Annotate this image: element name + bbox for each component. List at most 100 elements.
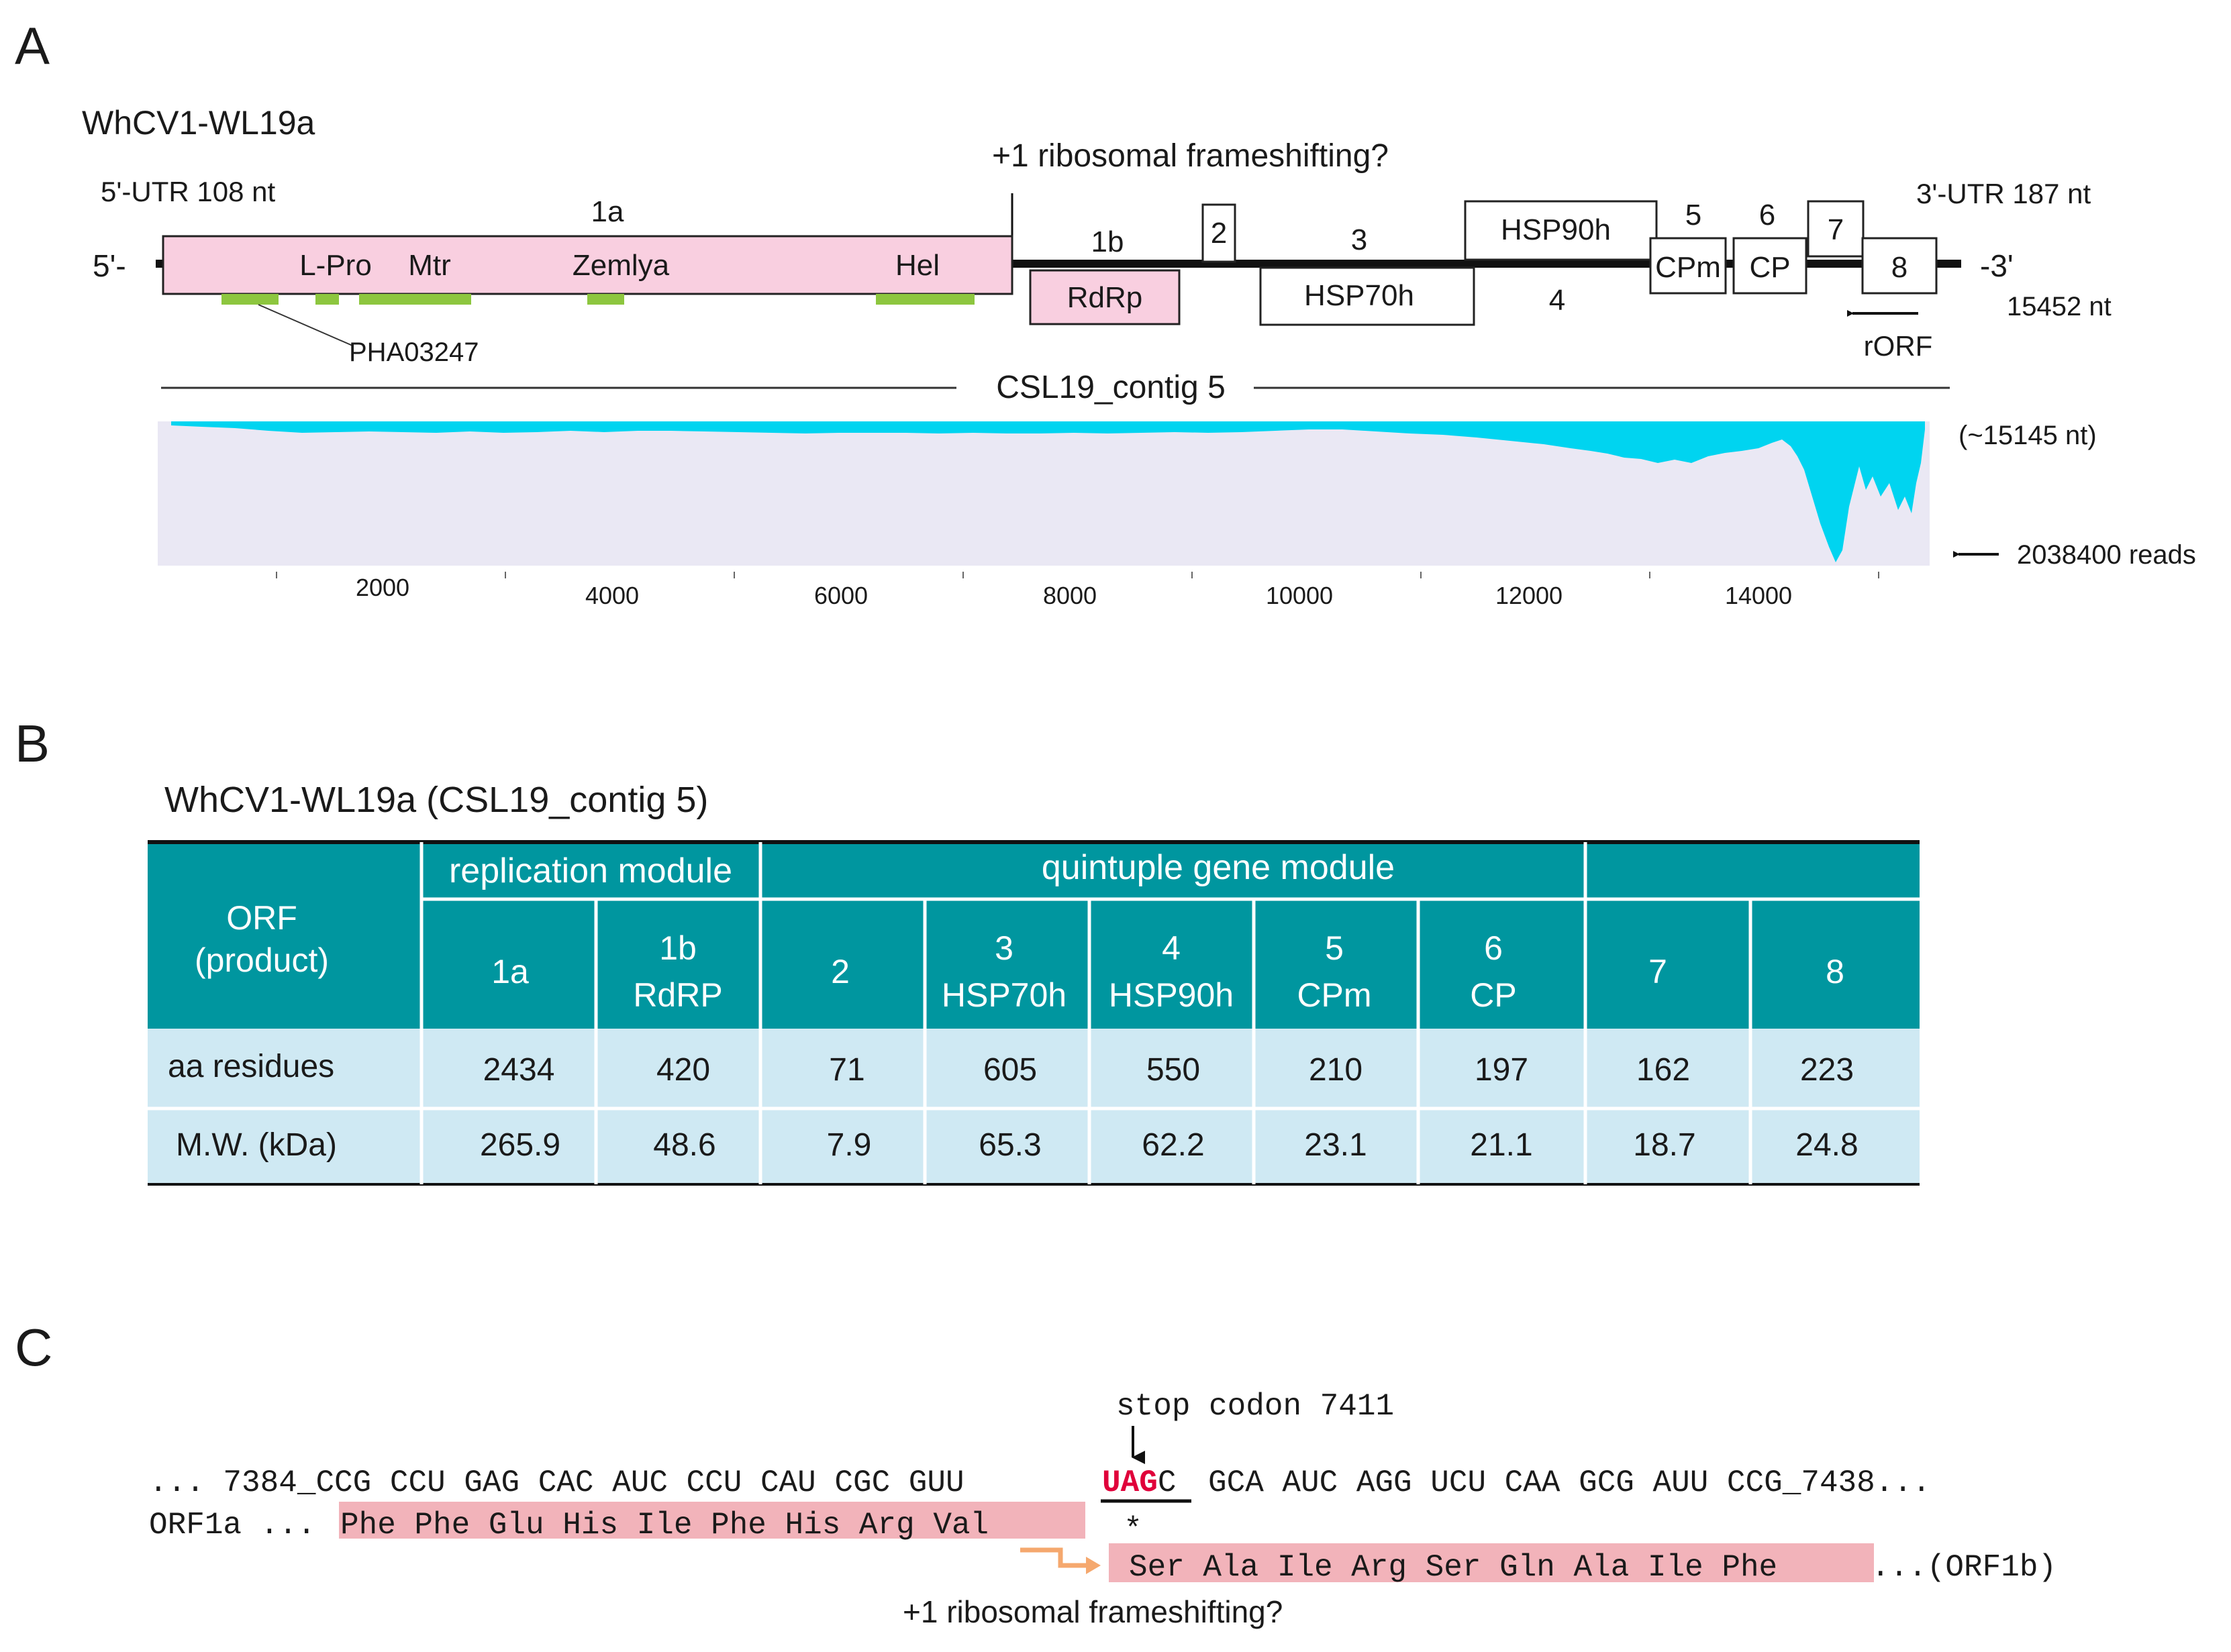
stop-codon-label: stop codon 7411 xyxy=(1116,1389,1394,1424)
contig-label: CSL19_contig 5 xyxy=(996,370,1226,405)
table-cell: 24.8 xyxy=(1795,1127,1858,1163)
orf8-label: 8 xyxy=(1891,251,1907,284)
axis-tick-label: 10000 xyxy=(1266,582,1333,609)
col-num: 1b xyxy=(659,929,697,967)
rdrp-label: RdRp xyxy=(1067,281,1143,314)
orf5-box xyxy=(1649,237,1727,295)
utr5-label: 5'-UTR 108 nt xyxy=(101,176,275,207)
orf1a-line: ORF1a ... Phe Phe Glu His Ile Phe His Arg… xyxy=(149,1508,989,1543)
virus-name: WhCV1-WL19a xyxy=(82,104,315,142)
stop-star: * xyxy=(1124,1512,1142,1547)
col-num: 3 xyxy=(995,929,1013,967)
pha-leader-line xyxy=(258,304,353,346)
col-num: 5 xyxy=(1325,929,1344,967)
orf7-box xyxy=(1807,200,1865,258)
orf1a-label: ORF1a ... xyxy=(149,1508,315,1543)
orf1b-label: 1b xyxy=(1091,225,1124,258)
panel-b-label: B xyxy=(15,714,50,773)
table-row-mw: M.W. (kDa) 265.9 48.6 7.9 65.3 62.2 23.1… xyxy=(176,1127,1858,1163)
table-header: ORF (product) replication module quintup… xyxy=(195,848,1844,1014)
table-cell: 71 xyxy=(829,1052,864,1088)
row-label: M.W. (kDa) xyxy=(176,1127,337,1163)
panel-a: A WhCV1-WL19a +1 ribosomal frameshifting… xyxy=(15,16,2196,609)
row-label: aa residues xyxy=(168,1049,334,1084)
axis-tick-label: 12000 xyxy=(1495,582,1563,609)
table-row-aa: aa residues 2434 420 71 605 550 210 197 … xyxy=(168,1049,1854,1088)
table-cell: 18.7 xyxy=(1633,1127,1695,1163)
axis-tick-label: 8000 xyxy=(1043,582,1097,609)
table-cell: 223 xyxy=(1800,1052,1854,1088)
domain-bars xyxy=(221,294,975,305)
axis-tick-label: 4000 xyxy=(585,582,639,609)
table-cell: 7.9 xyxy=(827,1127,872,1163)
orf2-label: 2 xyxy=(1211,217,1227,250)
table-grid xyxy=(148,842,1920,1184)
table-title: WhCV1-WL19a (CSL19_contig 5) xyxy=(164,780,708,820)
table-cell: 265.9 xyxy=(480,1127,560,1163)
orf1b-aa: Ser Ala Ile Arg Ser Gln Ala Ile Phe xyxy=(1129,1550,1777,1585)
orf1b-tail: ...(ORF1b) xyxy=(1871,1550,2056,1585)
col-prod: HSP90h xyxy=(1109,976,1234,1014)
table-body-bg xyxy=(148,1029,1920,1184)
pha-label: PHA03247 xyxy=(349,338,479,367)
header-product: (product) xyxy=(195,941,329,979)
frameshift-label-a: +1 ribosomal frameshifting? xyxy=(992,138,1389,174)
orf6-box xyxy=(1732,237,1807,295)
sequence-line: ... 7384_CCG CCU GAG CAC AUC CCU CAU CGC… xyxy=(149,1465,1931,1500)
orf1a-label: 1a xyxy=(591,195,624,228)
table-cell: 197 xyxy=(1475,1052,1528,1088)
table-cell: 420 xyxy=(656,1052,710,1088)
frameshift-label-c: +1 ribosomal frameshifting? xyxy=(903,1594,1283,1629)
rorf-label: rORF xyxy=(1864,330,1933,362)
coverage-axis: 2000 4000 6000 8000 10000 12000 14000 xyxy=(276,572,1879,609)
orf3-box xyxy=(1259,266,1475,326)
col-num: 8 xyxy=(1826,953,1844,990)
orf4-number: 4 xyxy=(1549,284,1565,317)
orf5-number: 5 xyxy=(1685,199,1701,231)
coverage-area xyxy=(171,421,1925,562)
col-num: 4 xyxy=(1162,929,1181,967)
orf2-box xyxy=(1201,203,1236,263)
col-num: 1a xyxy=(491,953,529,990)
frameshift-arrowhead xyxy=(1086,1557,1101,1574)
orf1a-aa: Phe Phe Glu His Ile Phe His Arg Val xyxy=(340,1508,989,1543)
orf3-number: 3 xyxy=(1351,223,1367,256)
table-cell: 162 xyxy=(1636,1052,1690,1088)
orf6-number: 6 xyxy=(1759,199,1775,231)
table-cell: 605 xyxy=(983,1052,1037,1088)
panel-c: C stop codon 7411 ... 7384_CCG CCU GAG C… xyxy=(15,1318,2056,1629)
table-cell: 210 xyxy=(1309,1052,1362,1088)
domain-bar-1 xyxy=(221,294,279,305)
seq-suffix: GCA AUC AGG UCU CAA GCG AUU CCG_7438... xyxy=(1208,1465,1931,1500)
axis-tick-label: 2000 xyxy=(356,574,409,601)
seq-prefix: ... 7384_CCG CCU GAG CAC AUC CCU CAU CGC… xyxy=(149,1465,964,1500)
orf1b-line: Ser Ala Ile Arg Ser Gln Ala Ile Phe ...(O… xyxy=(1129,1550,2056,1585)
orf7-label: 7 xyxy=(1828,213,1844,246)
domain-bar-3 xyxy=(359,294,471,305)
orf1b-aa-highlight xyxy=(1109,1543,1874,1582)
utr3-label: 3'-UTR 187 nt xyxy=(1916,178,2091,209)
domain-hel: Hel xyxy=(895,249,940,282)
orf5-product: CPm xyxy=(1655,251,1721,284)
table-cell: 21.1 xyxy=(1470,1127,1532,1163)
rdrp-box xyxy=(1029,269,1181,325)
group-replication: replication module xyxy=(449,851,732,890)
group-quintuple: quintuple gene module xyxy=(1042,848,1395,887)
table-cell: 550 xyxy=(1146,1052,1200,1088)
end5-label: 5'- xyxy=(93,248,126,283)
table-cell: 62.2 xyxy=(1142,1127,1204,1163)
table-header-bg xyxy=(148,842,1920,1029)
panel-a-label: A xyxy=(15,16,50,75)
end3-label: -3' xyxy=(1980,248,2014,283)
stop-after: C xyxy=(1158,1465,1177,1500)
axis-tick-label: 6000 xyxy=(814,582,868,609)
orf4-box xyxy=(1464,200,1658,261)
col-num: 7 xyxy=(1648,953,1667,990)
header-orf: ORF xyxy=(226,899,297,937)
domain-bar-4 xyxy=(587,294,624,305)
genome-length: 15452 nt xyxy=(2007,292,2112,321)
table-cell: 2434 xyxy=(483,1052,555,1088)
orf6-product: CP xyxy=(1749,251,1790,284)
coverage-length: (~15145 nt) xyxy=(1959,421,2097,450)
